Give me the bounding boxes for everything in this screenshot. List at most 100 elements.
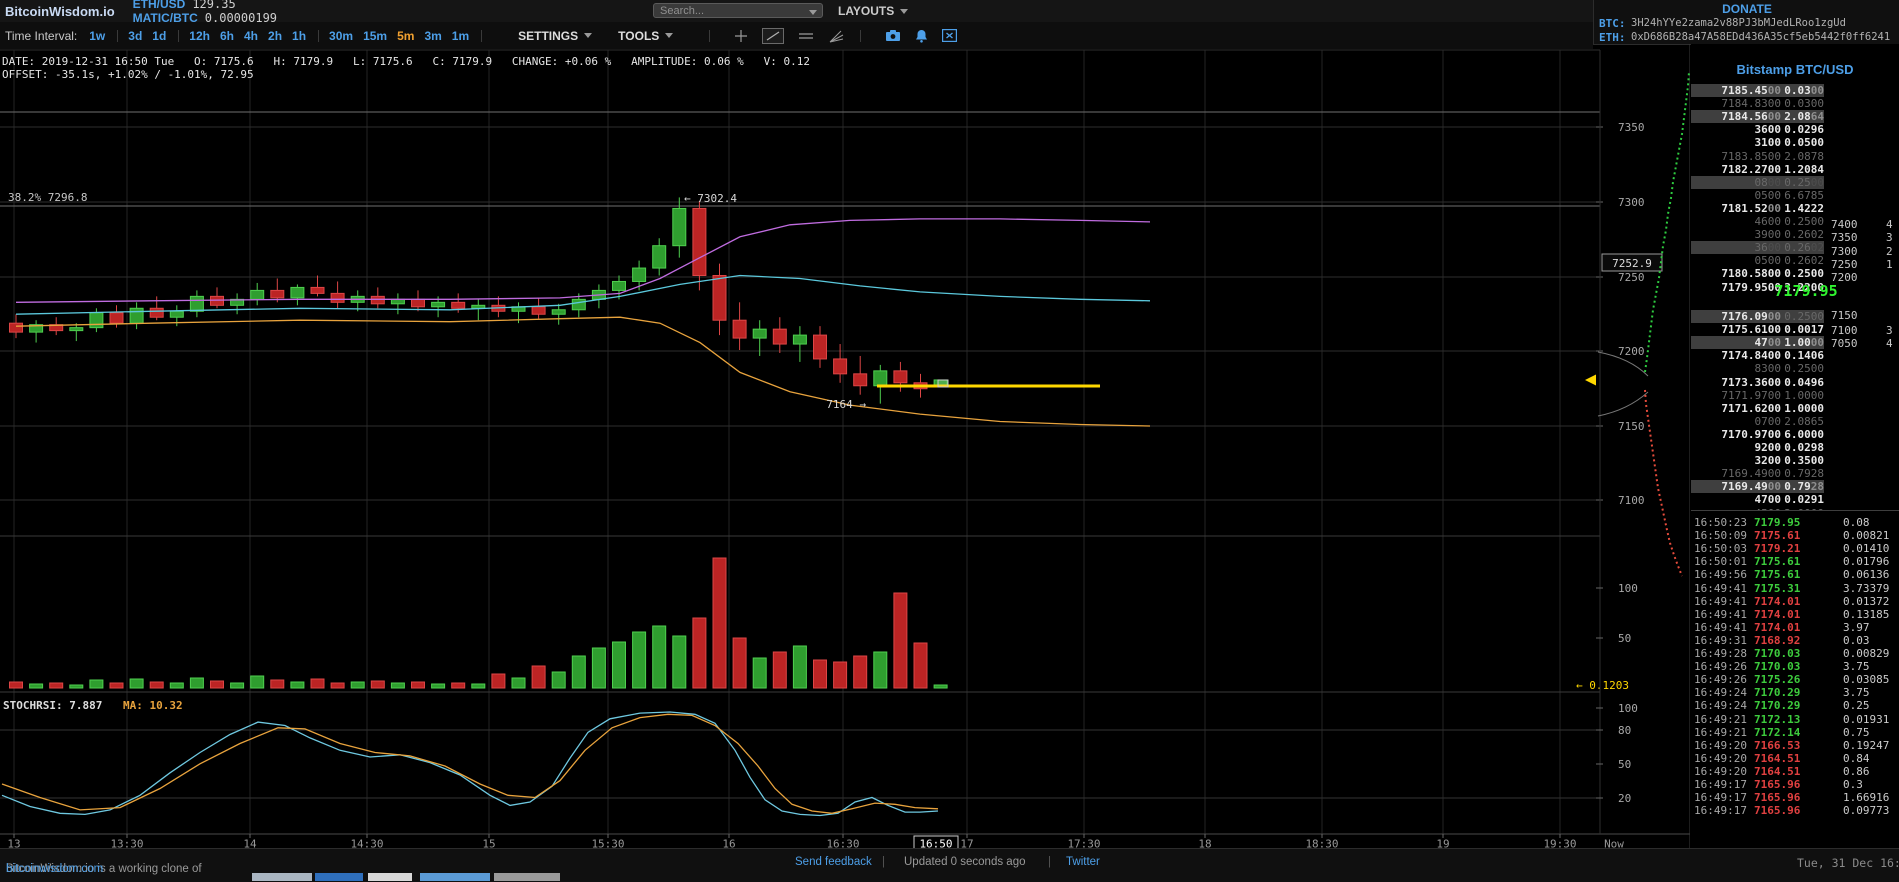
eth-address[interactable]: 0xD686B28a47A58EDd436A35cf5eb5442f0ff624… — [1631, 31, 1891, 43]
orderbook-row[interactable]: 3600 0.2602 — [1691, 241, 1824, 255]
orderbook-row[interactable]: 8300 0.2500 — [1691, 362, 1825, 375]
orderbook-row[interactable]: 0800 0.2500 — [1691, 175, 1824, 189]
tools-menu[interactable]: TOOLS — [618, 28, 674, 43]
orderbook-row[interactable]: 7184.5600 2.0864 — [1691, 110, 1824, 124]
orderbook-row[interactable]: 3600 0.0296 — [1691, 123, 1825, 136]
app-logo[interactable]: BitcoinWisdom.io — [5, 3, 115, 19]
time-axis-label: 13:30 — [110, 838, 143, 851]
orderbook-row[interactable]: 7179.9500 3.2200 — [1691, 281, 1824, 294]
settings-menu[interactable]: SETTINGS — [518, 29, 593, 43]
trade-time: 16:50:01 — [1694, 555, 1747, 569]
alert-bell-icon[interactable] — [915, 29, 928, 43]
orderbook-row[interactable]: 7171.9700 1.0000 — [1691, 389, 1824, 402]
candle-body — [692, 207, 707, 276]
trade-price: 7170.03 — [1754, 647, 1801, 661]
donate-panel: DONATE BTC: 3H24hYYe2zama2v88PJ3bMJedLRo… — [1593, 0, 1899, 45]
trade-price: 7174.01 — [1754, 607, 1801, 621]
divider — [318, 29, 320, 42]
horizontal-line-tool-icon[interactable] — [798, 30, 814, 42]
interval-button-6h[interactable]: 6h — [219, 28, 234, 43]
market-pair[interactable]: ETH/USD 129.35 — [133, 0, 277, 11]
interval-button-3m[interactable]: 3m — [424, 28, 442, 43]
interval-button-12h[interactable]: 12h — [189, 28, 210, 43]
search-input[interactable]: Search... — [653, 3, 823, 18]
interval-button-1m[interactable]: 1m — [451, 28, 470, 43]
stochrsi-d-line — [1, 713, 939, 814]
trade-price: 7165.96 — [1754, 791, 1801, 805]
orderbook-row[interactable]: 7185.4500 0.0300 — [1691, 84, 1824, 98]
orderbook-row[interactable]: 45002.0000 — [1691, 507, 1825, 510]
interval-button-2h[interactable]: 2h — [268, 28, 283, 43]
twitter-link[interactable]: Twitter — [1066, 856, 1100, 868]
candle-body — [189, 295, 204, 312]
btc-address[interactable]: 3H24hYYe2zama2v88PJ3bMJedLRoo1zgUd — [1631, 17, 1846, 29]
orderbook-row[interactable]: 7176.0900 0.2500 — [1691, 310, 1824, 324]
orderbook-row[interactable]: 0500 0.2602 — [1691, 254, 1825, 267]
market-pair[interactable]: MATIC/BTC 0.00000199 — [133, 11, 277, 25]
interval-button-5m[interactable]: 5m — [397, 28, 415, 43]
trade-row: 16:50:03 7179.21 0.01410 — [1691, 542, 1899, 555]
donate-title: DONATE — [1722, 2, 1772, 16]
interval-button-4h[interactable]: 4h — [244, 28, 259, 43]
orderbook-row[interactable]: 7171.6200 1.0000 — [1691, 402, 1824, 415]
orderbook-row[interactable]: 4700 0.0291 — [1691, 493, 1825, 506]
bid-depth-line — [1644, 389, 1683, 577]
fib-fan-tool-icon[interactable] — [828, 29, 844, 43]
send-feedback-link[interactable]: Send feedback — [795, 856, 872, 868]
trade-time: 16:49:41 — [1694, 581, 1747, 595]
candlestick-chart[interactable]: 7350 7300 7250 7200 7150 7100 38.2% 7296.8 ← 73… — [0, 0, 1690, 881]
orderbook-row[interactable]: 3100 0.0500 — [1691, 136, 1825, 149]
orderbook-row[interactable]: 3200 0.3500 — [1691, 454, 1825, 467]
orderbook-row[interactable]: 7169.4900 0.7928 — [1691, 480, 1824, 494]
orderbook-row[interactable]: 7183.8500 2.0878 — [1691, 150, 1824, 163]
candle-body — [873, 370, 888, 387]
orderbook-row[interactable]: 7174.8400 0.1406 — [1691, 349, 1824, 362]
crosshair-icon[interactable] — [734, 29, 748, 43]
interval-button-1d[interactable]: 1d — [152, 28, 167, 43]
orderbook-row[interactable]: 7184.8300 0.0300 — [1691, 97, 1824, 110]
trade-time: 16:49:17 — [1694, 778, 1747, 792]
volume-bar — [632, 631, 647, 689]
interval-button-1w[interactable]: 1w — [89, 28, 106, 43]
popup-window-icon[interactable] — [942, 29, 958, 42]
orderbook-row[interactable]: 7182.2700 1.2084 — [1691, 163, 1824, 176]
interval-button-3d[interactable]: 3d — [128, 28, 143, 43]
orderbook-row[interactable]: 0500 6.6785 — [1691, 189, 1825, 202]
interval-button-30m[interactable]: 30m — [329, 28, 354, 43]
artifact-block — [420, 873, 490, 881]
orderbook-row[interactable]: 3900 0.2602 — [1691, 228, 1825, 241]
orderbook-row[interactable]: 7181.5200 1.4222 — [1691, 202, 1824, 215]
orderbook-row[interactable]: 7169.4900 0.7928 — [1691, 467, 1824, 480]
ladder-amount: 1 — [1886, 258, 1893, 271]
bitcoinwisdom-link[interactable]: bitcoinwisdom.com — [6, 863, 104, 875]
orderbook-row[interactable]: 0700 2.0865 — [1691, 415, 1825, 428]
time-axis-label: 17 — [960, 838, 973, 851]
layouts-menu[interactable]: LAYOUTS — [838, 4, 909, 18]
orderbook-amount: 1.0000 — [1784, 336, 1824, 350]
orderbook-row[interactable]: 9200 0.0298 — [1691, 441, 1825, 454]
interval-button-1h[interactable]: 1h — [292, 28, 307, 43]
orderbook-row[interactable]: 4600 0.2500 — [1691, 215, 1825, 228]
orderbook-row[interactable]: 7175.6100 0.0017 — [1691, 323, 1824, 336]
volume-bar — [169, 682, 184, 689]
offset-info-line: OFFSET: -35.1s, +1.02% / -1.01%, 72.95 — [2, 68, 254, 81]
candle-body — [431, 301, 446, 308]
orderbook-row[interactable]: 7180.5800 0.2500 — [1691, 267, 1824, 280]
orderbook-row[interactable]: 7173.3600 0.0496 — [1691, 376, 1824, 389]
camera-icon[interactable] — [885, 29, 901, 42]
pair-value: 0.00000199 — [204, 11, 278, 25]
orderbook-row[interactable]: 7170.9700 6.0000 — [1691, 428, 1824, 441]
trade-price: 7170.29 — [1754, 699, 1801, 713]
candle-body — [290, 286, 305, 299]
time-axis-label: 14:30 — [350, 838, 383, 851]
trade-time: 16:49:31 — [1694, 633, 1747, 647]
ladder-row: 7050 4 — [1831, 337, 1893, 350]
orderbook-row[interactable]: 4700 1.0000 — [1691, 336, 1824, 350]
interval-button-15m[interactable]: 15m — [363, 28, 388, 43]
tools-label: TOOLS — [618, 28, 660, 43]
trendline-tool-icon[interactable] — [762, 27, 785, 44]
search-dropdown-icon[interactable] — [809, 10, 817, 15]
trade-price: 7175.61 — [1754, 529, 1801, 543]
candle-body — [109, 312, 124, 324]
trade-price: 7172.13 — [1754, 712, 1801, 726]
